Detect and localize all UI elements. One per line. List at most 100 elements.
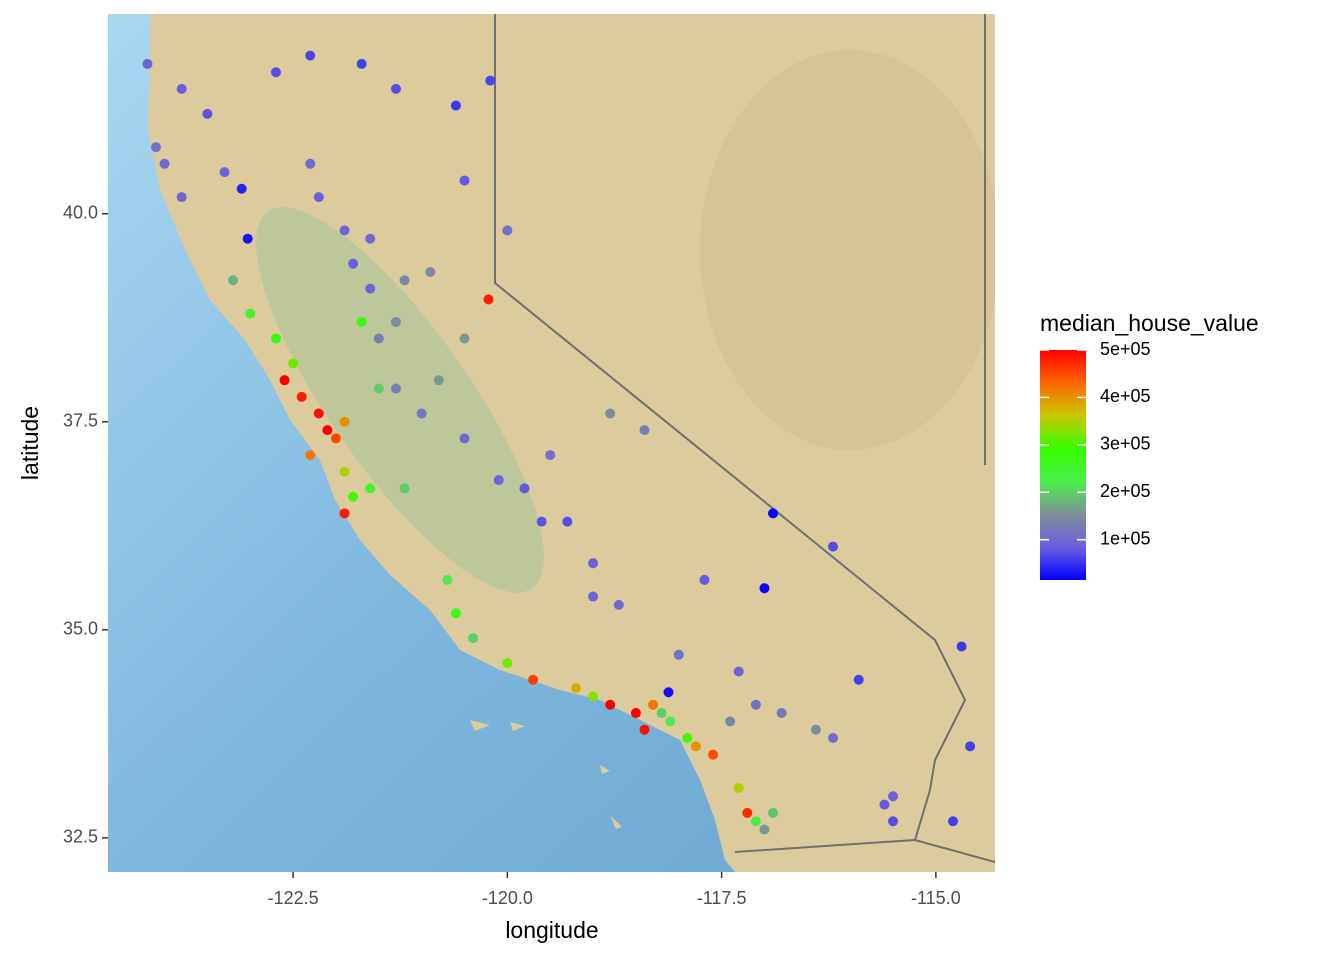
point [450,100,461,111]
point [339,225,350,236]
point [159,158,170,169]
point [202,108,213,119]
point [296,391,307,402]
point [270,333,281,344]
point [768,508,779,519]
point [390,83,401,94]
point [605,408,616,419]
point [288,358,299,369]
basemap [108,14,995,872]
valley [256,207,544,593]
point [493,475,504,486]
point [613,599,624,610]
point [459,433,470,444]
point [305,158,316,169]
y-tick-label: 32.5 [63,827,98,847]
point [690,741,701,752]
point [242,233,253,244]
point [356,316,367,327]
x-tick-label: -117.5 [697,888,747,908]
points [142,50,976,835]
x-tick-label: -120.0 [482,888,533,908]
point [665,716,676,727]
point [570,683,581,694]
point [562,516,573,527]
point [750,699,761,710]
point [390,383,401,394]
point [828,541,839,552]
x-axis-title: longitude [505,917,598,943]
point [305,50,316,61]
point [948,816,959,827]
point [536,516,547,527]
point [545,450,556,461]
point [888,791,899,802]
point [433,375,444,386]
point [390,316,401,327]
point [322,425,333,436]
x-tick-label: -115.0 [911,888,961,908]
point [365,483,376,494]
point [219,167,230,178]
colorbar-label: 4e+05 [1100,386,1151,406]
point [759,824,770,835]
point [605,699,616,710]
point [759,583,770,594]
point [485,75,496,86]
point [348,258,359,269]
point [725,716,736,727]
point [708,749,719,760]
point [356,58,367,69]
point [228,275,239,286]
point [853,674,864,685]
point [425,266,436,277]
point [245,308,256,319]
point [150,142,161,153]
point [630,708,641,719]
point [965,741,976,752]
point [459,333,470,344]
point [270,67,281,78]
colorbar-label: 2e+05 [1100,481,1151,501]
point [450,608,461,619]
point [339,466,350,477]
point [528,674,539,685]
point [339,416,350,427]
y-tick-label: 40.0 [63,202,98,222]
x-tick-label: -122.5 [268,888,319,908]
point [502,658,513,669]
point [699,574,710,585]
point [399,483,410,494]
point [639,425,650,436]
point [956,641,967,652]
point [742,807,753,818]
point [365,283,376,294]
legend-title: median_house_value [1040,310,1259,336]
point [588,591,599,602]
point [442,574,453,585]
point [673,649,684,660]
point [519,483,530,494]
point [399,275,410,286]
colorbar-label: 5e+05 [1100,339,1151,359]
point [373,383,384,394]
relief [700,50,995,450]
point [768,807,779,818]
state-borders [494,14,995,863]
point [313,408,324,419]
point [663,687,674,698]
point [639,724,650,735]
colorbar [1040,350,1086,580]
point [348,491,359,502]
point [879,799,890,810]
colorbar-label: 1e+05 [1100,528,1151,548]
point [828,733,839,744]
point [588,558,599,569]
point [750,816,761,827]
point [733,666,744,677]
point [468,633,479,644]
point [176,83,187,94]
y-axis-title: latitude [17,406,43,480]
